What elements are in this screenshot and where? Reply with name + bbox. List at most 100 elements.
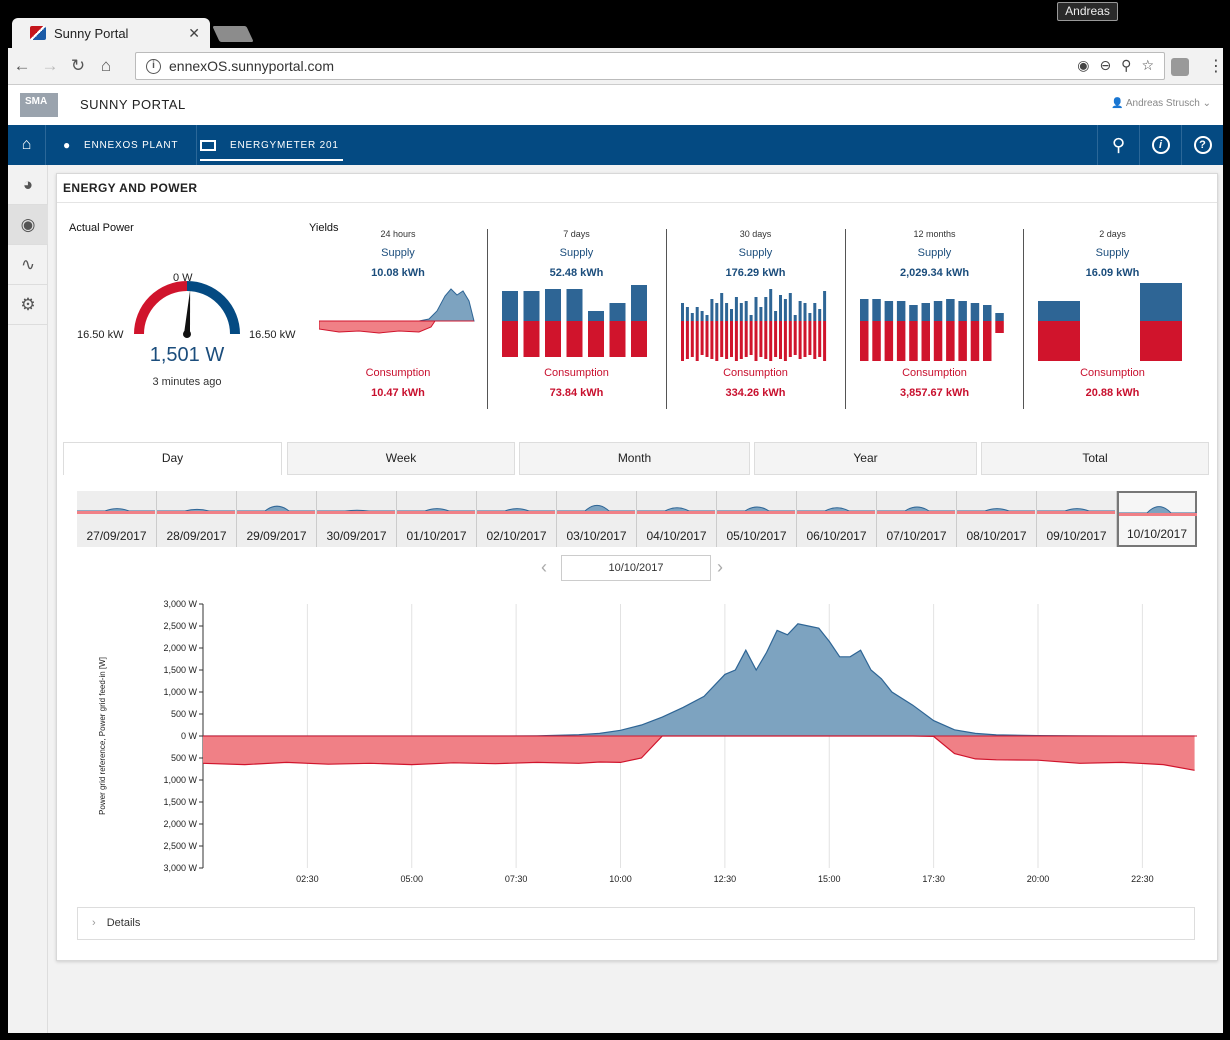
user-menu[interactable]: 👤 Andreas Strusch ⌄ [1111, 98, 1211, 109]
tab-close-icon[interactable]: ✕ [188, 24, 200, 41]
yield-consumption-bar [695, 321, 699, 361]
browser-tab[interactable]: Sunny Portal ✕ [12, 18, 210, 48]
yield-24h-chart [319, 288, 475, 334]
day-thumbnail[interactable]: 05/10/2017 [717, 491, 797, 547]
day-thumbnail[interactable]: 07/10/2017 [877, 491, 957, 547]
main-navbar: ⌂ ● ENNEXOS PLANT ENERGYMETER 201 ⚲ i ? [8, 125, 1223, 165]
day-thumbnail-label: 08/10/2017 [966, 529, 1027, 543]
chevron-left-icon[interactable]: ‹ [541, 557, 547, 577]
day-thumbnail-sparkline [957, 508, 1035, 514]
key-icon[interactable]: ⚲ [1121, 57, 1132, 73]
profile-badge[interactable]: Andreas [1057, 2, 1118, 21]
day-thumbnail[interactable]: 01/10/2017 [397, 491, 477, 547]
info-icon[interactable]: i [146, 58, 161, 74]
help-button[interactable]: ? [1181, 125, 1223, 165]
day-thumbnail[interactable]: 10/10/2017 [1117, 491, 1197, 547]
yield-consumption-bar [502, 321, 518, 357]
tab-week[interactable]: Week [287, 442, 515, 475]
reload-icon[interactable]: ↻ [70, 56, 86, 75]
sparkline-consumption [317, 511, 395, 514]
sidebar-item-dashboard[interactable]: ◕ [8, 165, 48, 205]
chevron-right-icon[interactable]: › [717, 557, 723, 577]
blocked-content-icon[interactable]: ◉ [1077, 57, 1090, 73]
breadcrumb-divider [185, 125, 197, 165]
sma-favicon-icon [30, 26, 46, 40]
breadcrumb-device[interactable]: ENERGYMETER 201 [200, 125, 343, 165]
info-button[interactable]: i [1139, 125, 1181, 165]
yield-supply-bar [734, 297, 738, 321]
day-thumbnail[interactable]: 29/09/2017 [237, 491, 317, 547]
day-selector-strip: 27/09/2017 28/09/2017 29/09/2017 30/09/2017… [77, 491, 1197, 547]
yield-supply-bar [803, 303, 807, 321]
yield-consumption-label: Consumption [902, 367, 967, 379]
gauge-zero-label: 0 W [173, 272, 193, 284]
yield-supply-bar [813, 303, 817, 321]
yield-12m-chart [860, 299, 1004, 361]
user-name: Andreas Strusch [1125, 98, 1200, 109]
sma-logo[interactable]: SMA [20, 93, 58, 117]
search-button[interactable]: ⚲ [1097, 125, 1139, 165]
yield-supply-bar [720, 293, 724, 321]
nav-home-button[interactable]: ⌂ [8, 125, 46, 165]
breadcrumb-plant[interactable]: ● ENNEXOS PLANT [60, 125, 178, 165]
new-tab-button[interactable] [212, 26, 254, 42]
energy-power-card: ENERGY AND POWER Actual Power Yields 0 W… [56, 173, 1218, 961]
yield-supply-bar [788, 293, 792, 321]
zoom-icon[interactable]: ⊖ [1099, 57, 1112, 73]
day-thumbnail-label: 30/09/2017 [326, 529, 387, 543]
sidebar-item-analysis[interactable]: ∿ [8, 245, 48, 285]
day-thumbnail[interactable]: 28/09/2017 [157, 491, 237, 547]
yield-12m[interactable]: 12 months Supply 2,029.34 kWh Consumptio… [845, 229, 1023, 409]
day-thumbnail[interactable]: 02/10/2017 [477, 491, 557, 547]
details-label: Details [106, 917, 141, 929]
address-bar[interactable]: i ennexOS.sunnyportal.com ◉ ⊖ ⚲ ☆ [135, 52, 1165, 80]
series-reference-area [203, 736, 1195, 771]
yield-30d[interactable]: 30 days Supply 176.29 kWh Consumption 33… [666, 229, 844, 409]
sparkline-consumption [477, 511, 555, 514]
day-thumbnail[interactable]: 03/10/2017 [557, 491, 637, 547]
yield-supply-bar [783, 299, 787, 321]
chart-y-tick-label: 3,000 W [163, 863, 197, 873]
yield-supply-bar [759, 307, 763, 321]
search-icon: ⚲ [1111, 134, 1126, 155]
bookmark-star-icon[interactable]: ☆ [1141, 57, 1154, 73]
sidebar-item-settings[interactable]: ⚙ [8, 285, 48, 325]
tab-month[interactable]: Month [519, 442, 750, 475]
period-tabs: Day Week Month Year Total [63, 442, 1209, 475]
yield-supply-bar [958, 301, 967, 321]
yield-consumption-bar [803, 321, 807, 357]
home-icon[interactable]: ⌂ [100, 56, 112, 75]
yield-consumption-bar [725, 321, 729, 359]
actual-power-label: Actual Power [69, 222, 134, 234]
tab-year[interactable]: Year [754, 442, 977, 475]
day-thumbnail[interactable]: 09/10/2017 [1037, 491, 1117, 547]
day-thumbnail[interactable]: 30/09/2017 [317, 491, 397, 547]
tab-day[interactable]: Day [63, 442, 282, 475]
day-thumbnail[interactable]: 27/09/2017 [77, 491, 157, 547]
tab-total[interactable]: Total [981, 442, 1209, 475]
details-expander[interactable]: › Details [77, 907, 1195, 940]
yield-consumption-value: 73.84 kWh [549, 387, 604, 399]
day-thumbnail-sparkline [1037, 508, 1115, 514]
browser-menu-icon[interactable]: ⋮ [1208, 58, 1224, 75]
yield-2d[interactable]: 2 days Supply 16.09 kWh Consumption 20.8… [1023, 229, 1201, 409]
day-thumbnail-label: 03/10/2017 [566, 529, 627, 543]
yield-supply-bar [946, 299, 955, 321]
day-thumbnail[interactable]: 04/10/2017 [637, 491, 717, 547]
chevron-down-icon: ⌄ [1202, 98, 1211, 109]
chart-y-tick-label: 2,000 W [163, 643, 197, 653]
yield-supply-bar [690, 313, 694, 321]
sidebar-item-monitoring[interactable]: ◉ [8, 205, 48, 245]
yield-24h[interactable]: 24 hours Supply 10.08 kWh Consumption 10… [309, 229, 487, 409]
yield-consumption-bar [566, 321, 583, 357]
extension-icon[interactable] [1171, 58, 1189, 76]
day-thumbnail-label: 06/10/2017 [806, 529, 867, 543]
day-thumbnail[interactable]: 06/10/2017 [797, 491, 877, 547]
portal-title: SUNNY PORTAL [80, 97, 186, 112]
back-arrow-icon[interactable]: ← [13, 56, 31, 75]
yield-7d[interactable]: 7 days Supply 52.48 kWh Consumption 73.8… [487, 229, 665, 409]
date-input[interactable]: 10/10/2017 [561, 555, 711, 581]
day-thumbnail[interactable]: 08/10/2017 [957, 491, 1037, 547]
forward-arrow-icon[interactable]: → [41, 56, 59, 75]
chart-y-tick-label: 1,000 W [163, 775, 197, 785]
